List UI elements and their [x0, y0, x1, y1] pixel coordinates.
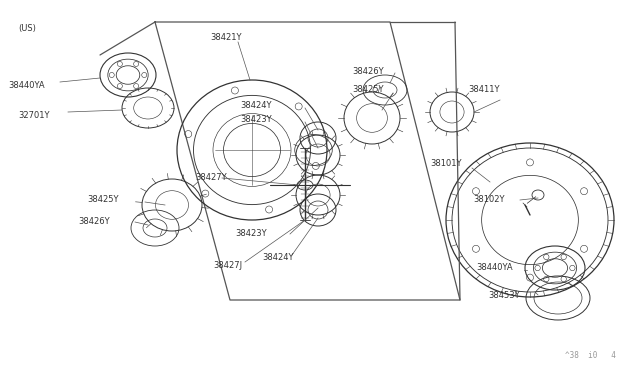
Text: 38440YA: 38440YA: [8, 80, 45, 90]
Text: ^38  i0   4: ^38 i0 4: [565, 352, 616, 360]
Text: 38440YA: 38440YA: [476, 263, 513, 273]
Text: 38423Y: 38423Y: [240, 115, 271, 125]
Text: 38423Y: 38423Y: [235, 228, 267, 237]
Text: 38426Y: 38426Y: [78, 218, 109, 227]
Text: 38453Y: 38453Y: [488, 291, 520, 299]
Text: 38101Y: 38101Y: [430, 158, 461, 167]
Text: 38102Y: 38102Y: [473, 196, 504, 205]
Text: 38425Y: 38425Y: [87, 196, 118, 205]
Text: 38425Y: 38425Y: [352, 86, 383, 94]
Text: (US): (US): [18, 23, 36, 32]
Text: 38411Y: 38411Y: [468, 86, 499, 94]
Text: 38424Y: 38424Y: [262, 253, 294, 263]
Text: 38427Y: 38427Y: [195, 173, 227, 183]
Text: 38426Y: 38426Y: [352, 67, 383, 77]
Text: 38427J: 38427J: [213, 260, 242, 269]
Text: 38421Y: 38421Y: [210, 33, 241, 42]
Text: 38424Y: 38424Y: [240, 100, 271, 109]
Text: 32701Y: 32701Y: [18, 110, 49, 119]
